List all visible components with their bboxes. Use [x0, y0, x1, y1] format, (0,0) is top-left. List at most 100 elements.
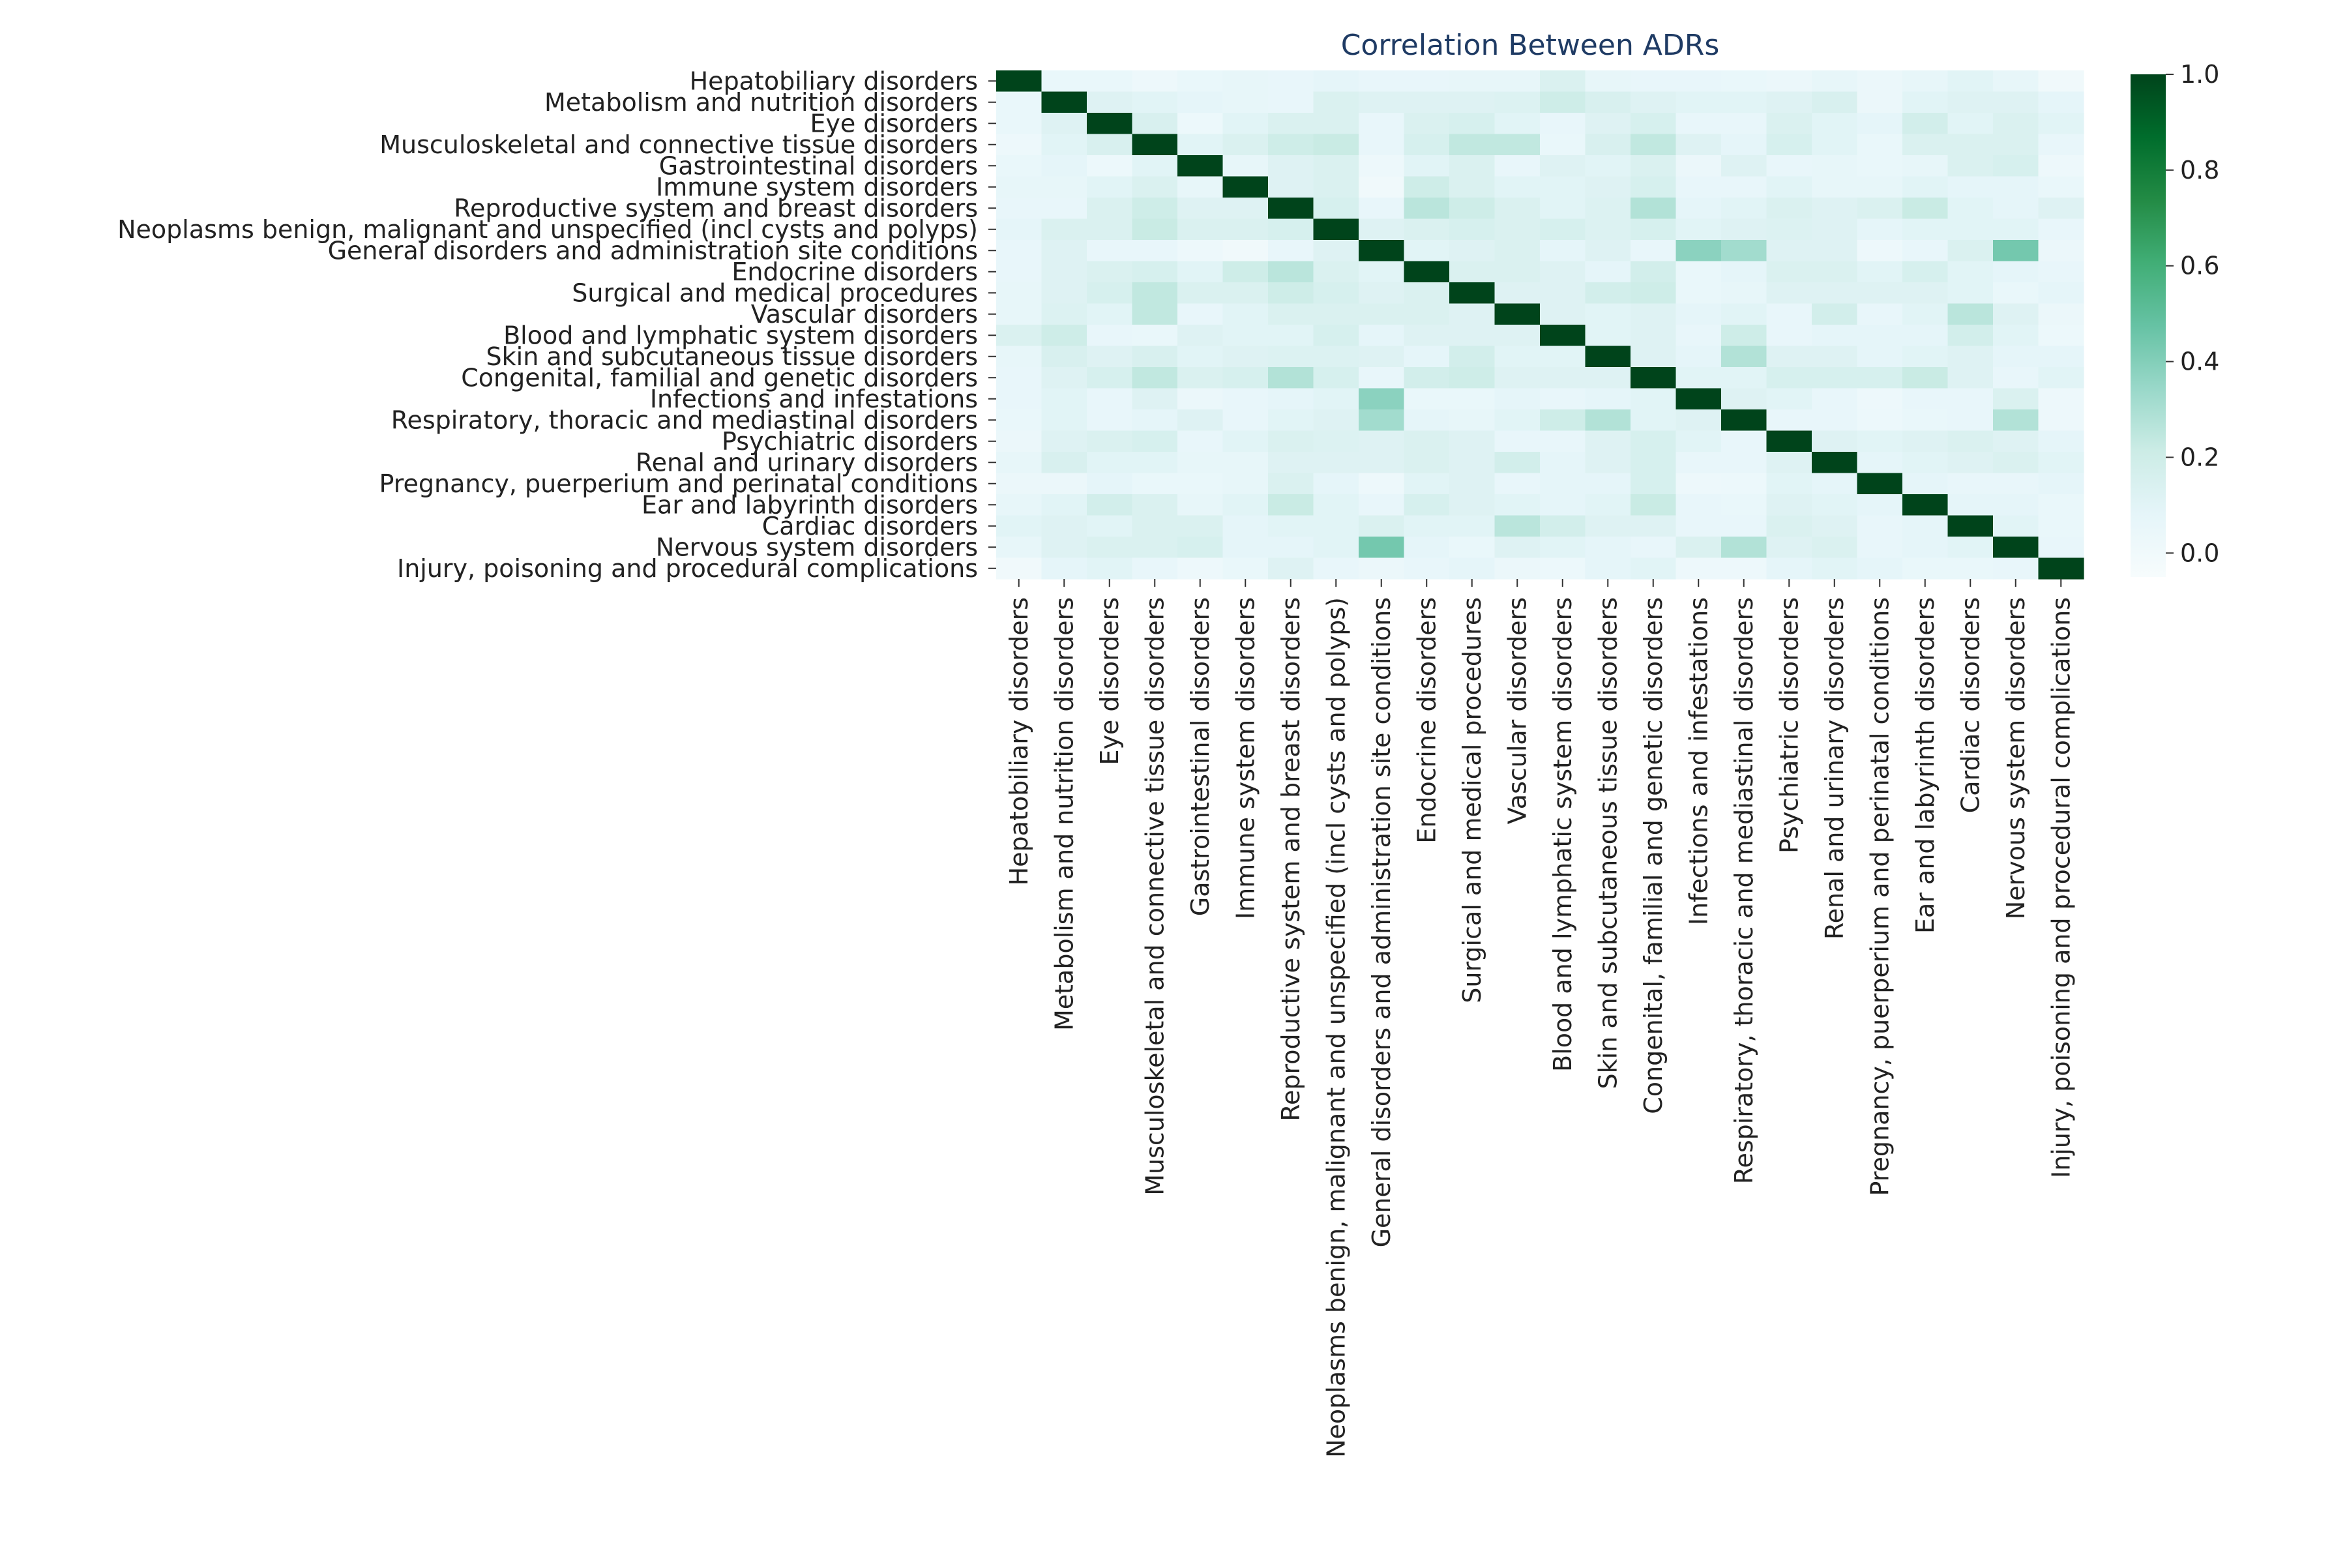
heatmap-cell — [1585, 303, 1631, 325]
heatmap-cell — [1359, 537, 1405, 559]
heatmap-cell — [1675, 388, 1722, 410]
heatmap-cell — [1404, 70, 1450, 93]
heatmap-cell — [1585, 70, 1631, 93]
heatmap-cell — [1721, 452, 1767, 474]
heatmap-cell — [1993, 494, 2039, 516]
heatmap-cell — [1132, 430, 1178, 452]
heatmap-cell — [1631, 452, 1677, 474]
heatmap-cell — [1993, 515, 2039, 537]
heatmap-cell — [1359, 155, 1405, 177]
heatmap-cell — [1313, 113, 1359, 135]
heatmap-cell — [1675, 515, 1722, 537]
heatmap-cell — [996, 557, 1042, 580]
heatmap-cell — [1177, 303, 1224, 325]
heatmap-cell — [1857, 537, 1903, 559]
heatmap-cell — [1675, 155, 1722, 177]
heatmap-cell — [1177, 240, 1224, 262]
heatmap-cell — [1675, 70, 1722, 93]
heatmap-cell — [1449, 303, 1496, 325]
heatmap-cell — [1041, 409, 1087, 432]
heatmap-cell — [1359, 473, 1405, 495]
heatmap-cell — [1540, 261, 1586, 283]
heatmap-cell — [2038, 113, 2084, 135]
heatmap-cell — [1359, 452, 1405, 474]
heatmap-cell — [996, 198, 1042, 220]
heatmap-cell — [1313, 452, 1359, 474]
heatmap-cell — [1087, 70, 1133, 93]
heatmap-cell — [1721, 240, 1767, 262]
heatmap-cell — [1947, 155, 1994, 177]
heatmap-cell — [996, 452, 1042, 474]
heatmap-cell — [1177, 91, 1224, 113]
heatmap-cell — [1585, 537, 1631, 559]
heatmap-cell — [1449, 409, 1496, 432]
heatmap-cell — [1041, 537, 1087, 559]
heatmap-cell — [1857, 176, 1903, 198]
heatmap-cell — [1177, 557, 1224, 580]
heatmap-cell — [1404, 134, 1450, 156]
x-tick-label: Endocrine disorders — [1412, 597, 1441, 844]
heatmap-cell — [1449, 557, 1496, 580]
heatmap-cell — [2038, 198, 2084, 220]
heatmap-cell — [1993, 473, 2039, 495]
heatmap-cell — [1268, 303, 1314, 325]
heatmap-cell — [1631, 218, 1677, 241]
heatmap-cell — [1087, 176, 1133, 198]
heatmap-cell — [1494, 155, 1541, 177]
heatmap-cell — [2038, 452, 2084, 474]
heatmap-cell — [1222, 282, 1269, 304]
heatmap-cell — [1087, 113, 1133, 135]
heatmap-cell — [1812, 113, 1858, 135]
heatmap-cell — [1268, 282, 1314, 304]
heatmap-cell — [1404, 537, 1450, 559]
heatmap-cell — [1404, 494, 1450, 516]
heatmap-cell — [1721, 430, 1767, 452]
heatmap-cell — [1993, 367, 2039, 389]
heatmap-cell — [1631, 261, 1677, 283]
heatmap-cell — [1404, 113, 1450, 135]
heatmap-cell — [1268, 176, 1314, 198]
heatmap-cell — [1313, 176, 1359, 198]
heatmap-cell — [2038, 240, 2084, 262]
heatmap-cell — [1087, 325, 1133, 347]
heatmap-cell — [1721, 325, 1767, 347]
heatmap-cell — [1947, 261, 1994, 283]
x-tick-label: Musculoskeletal and connective tissue di… — [1140, 597, 1169, 1196]
x-tick-label: Renal and urinary disorders — [1820, 597, 1849, 939]
heatmap-cell — [1132, 282, 1178, 304]
heatmap-cell — [996, 325, 1042, 347]
heatmap-cell — [1041, 240, 1087, 262]
heatmap-cell — [1359, 494, 1405, 516]
heatmap-cell — [1585, 91, 1631, 113]
heatmap-cell — [1947, 452, 1994, 474]
heatmap-cell — [1222, 198, 1269, 220]
heatmap-cell — [1675, 134, 1722, 156]
heatmap-cell — [1087, 218, 1133, 241]
heatmap-cell — [1993, 303, 2039, 325]
heatmap-cell — [2038, 473, 2084, 495]
heatmap-cell — [1313, 218, 1359, 241]
heatmap-cell — [1721, 91, 1767, 113]
x-tick-label: Reproductive system and breast disorders — [1277, 597, 1305, 1121]
heatmap-cell — [1449, 155, 1496, 177]
heatmap-cell — [1268, 155, 1314, 177]
heatmap-cell — [1132, 473, 1178, 495]
heatmap-cell — [1766, 367, 1812, 389]
heatmap-cell — [1087, 346, 1133, 368]
heatmap-cell — [1359, 303, 1405, 325]
heatmap-cell — [1222, 515, 1269, 537]
heatmap-cell — [1947, 515, 1994, 537]
heatmap-cell — [1404, 261, 1450, 283]
heatmap-cell — [1222, 537, 1269, 559]
heatmap-cell — [1449, 325, 1496, 347]
heatmap-cell — [1721, 367, 1767, 389]
heatmap-cell — [1812, 557, 1858, 580]
heatmap-cell — [1449, 134, 1496, 156]
heatmap-cell — [1721, 261, 1767, 283]
heatmap-cell — [1947, 537, 1994, 559]
heatmap-cell — [1993, 113, 2039, 135]
heatmap-cell — [1041, 261, 1087, 283]
heatmap-cell — [1631, 515, 1677, 537]
heatmap-cell — [1721, 537, 1767, 559]
